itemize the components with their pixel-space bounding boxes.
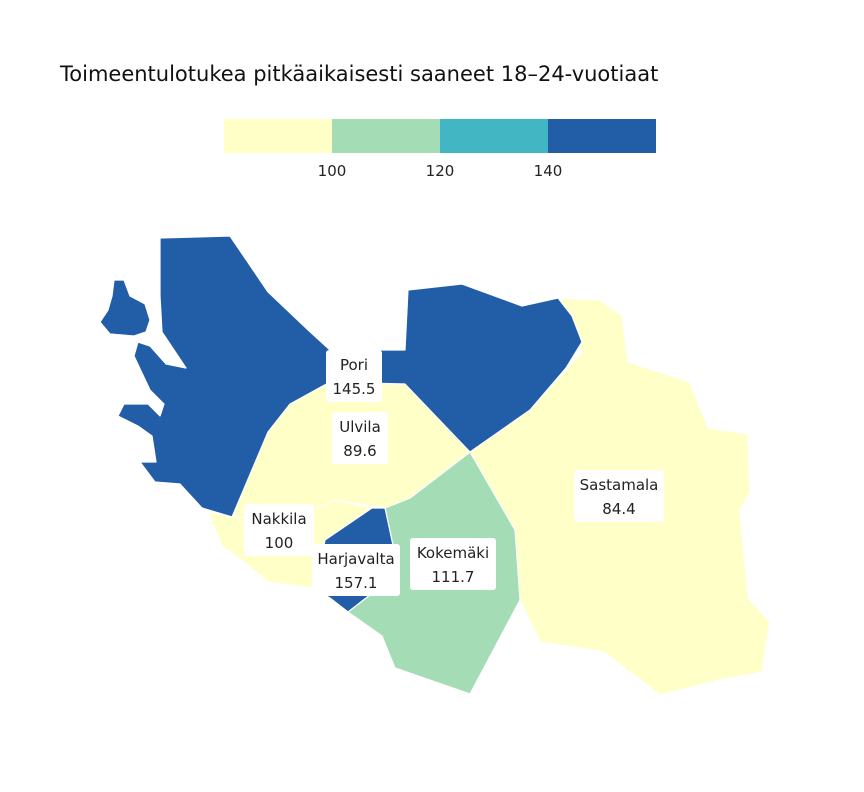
label-pori-value: 145.5 <box>333 380 376 398</box>
label-pori-name: Pori <box>340 356 368 374</box>
label-box-sastamala <box>574 470 664 522</box>
legend-bin-2 <box>440 119 548 153</box>
label-kokemaki-name: Kokemäki <box>417 544 489 562</box>
regions <box>99 235 771 696</box>
legend-tick-140: 140 <box>534 162 563 180</box>
label-pori: Pori 145.5 <box>326 350 382 402</box>
label-sastamala-value: 84.4 <box>602 500 635 518</box>
legend-bin-3 <box>548 119 656 153</box>
label-harjavalta-value: 157.1 <box>335 574 378 592</box>
legend-tick-120: 120 <box>426 162 455 180</box>
label-kokemaki: Kokemäki 111.7 <box>410 538 496 590</box>
label-ulvila-value: 89.6 <box>343 442 376 460</box>
label-box-nakkila <box>244 504 314 556</box>
label-nakkila-value: 100 <box>265 534 294 552</box>
label-harjavalta: Harjavalta 157.1 <box>312 544 400 596</box>
legend-bin-0 <box>224 119 332 153</box>
label-box-ulvila <box>332 412 388 464</box>
region-labels: Pori 145.5 Ulvila 89.6 Nakkila 100 Harja… <box>244 350 664 596</box>
legend: 100 120 140 <box>224 119 656 180</box>
legend-bin-1 <box>332 119 440 153</box>
label-nakkila: Nakkila 100 <box>244 504 314 556</box>
label-box-harjavalta <box>312 544 400 596</box>
label-ulvila-name: Ulvila <box>339 418 381 436</box>
label-box-pori <box>326 350 382 402</box>
label-sastamala: Sastamala 84.4 <box>574 470 664 522</box>
label-kokemaki-value: 111.7 <box>432 568 475 586</box>
label-harjavalta-name: Harjavalta <box>317 550 394 568</box>
map-title: Toimeentulotukea pitkäaikaisesti saaneet… <box>60 62 659 86</box>
legend-tick-100: 100 <box>318 162 347 180</box>
label-sastamala-name: Sastamala <box>580 476 659 494</box>
label-box-kokemaki <box>410 538 496 590</box>
label-nakkila-name: Nakkila <box>251 510 306 528</box>
label-ulvila: Ulvila 89.6 <box>332 412 388 464</box>
